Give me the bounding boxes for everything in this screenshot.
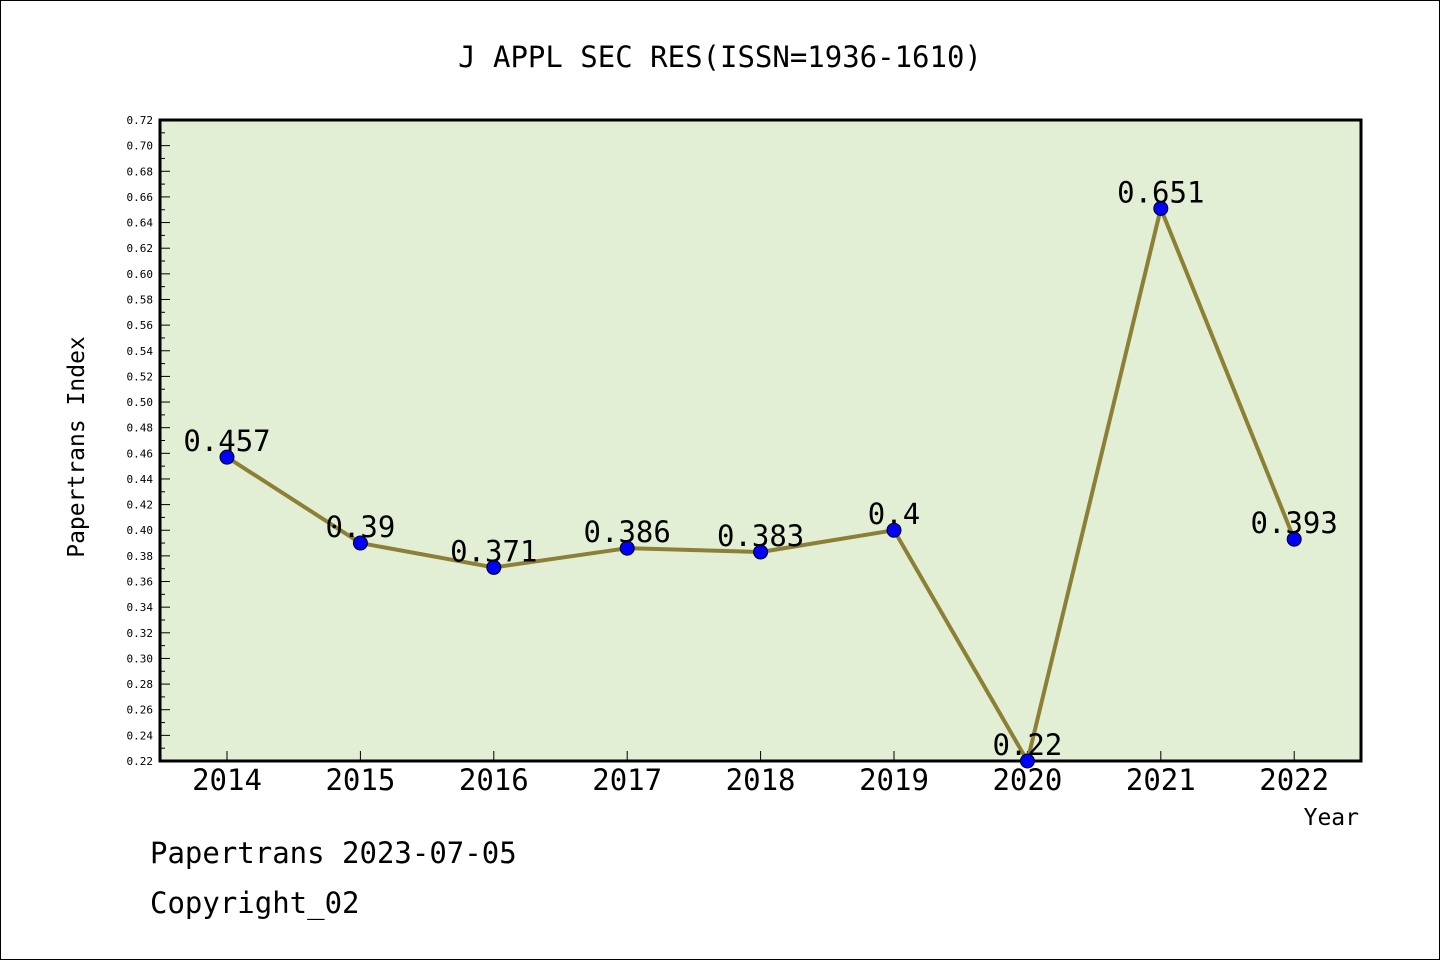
x-tick-label: 2015 bbox=[325, 763, 395, 797]
data-point bbox=[753, 544, 769, 560]
y-tick-label: 0.30 bbox=[127, 652, 154, 665]
chart-title: J APPL SEC RES(ISSN=1936-1610) bbox=[458, 40, 982, 74]
data-point bbox=[619, 540, 635, 556]
data-label: 0.457 bbox=[183, 424, 270, 458]
y-tick-label: 0.46 bbox=[127, 447, 154, 460]
y-tick-label: 0.60 bbox=[127, 268, 154, 281]
series-group: 0.457 0.39 0.371 0.386 0.383 0.4 0.22 0.651 0.39… bbox=[183, 175, 1338, 769]
data-label: 0.22 bbox=[992, 728, 1062, 762]
data-label: 0.393 bbox=[1251, 506, 1338, 540]
data-label: 0.386 bbox=[584, 515, 671, 549]
data-label: 0.39 bbox=[325, 510, 395, 544]
y-tick-label: 0.44 bbox=[127, 473, 154, 486]
data-point bbox=[352, 535, 368, 551]
y-tick-label: 0.36 bbox=[127, 576, 154, 589]
y-tick-label: 0.56 bbox=[127, 319, 154, 332]
data-label: 0.383 bbox=[717, 519, 804, 553]
y-tick-label: 0.40 bbox=[127, 524, 154, 537]
x-tick-label: 2019 bbox=[859, 763, 929, 797]
y-tick-label: 0.54 bbox=[127, 345, 154, 358]
data-point bbox=[886, 522, 902, 538]
y-tick-label: 0.50 bbox=[127, 396, 154, 409]
y-tick-label: 0.68 bbox=[127, 165, 154, 178]
x-tick-label: 2016 bbox=[459, 763, 529, 797]
data-label: 0.651 bbox=[1117, 175, 1204, 209]
y-tick-label: 0.32 bbox=[127, 627, 154, 640]
y-tick-label: 0.38 bbox=[127, 550, 154, 563]
y-tick-label: 0.70 bbox=[127, 140, 154, 153]
data-point bbox=[486, 559, 502, 575]
data-point bbox=[1153, 200, 1169, 216]
plot-area bbox=[158, 118, 1363, 763]
y-tick-label: 0.58 bbox=[127, 293, 154, 306]
x-tick-label: 2022 bbox=[1259, 763, 1329, 797]
x-axis-ticks: 2014 2015 2016 2017 2018 2019 2020 2021 2022 bbox=[192, 751, 1329, 797]
x-tick-label: 2020 bbox=[992, 763, 1062, 797]
y-axis-label: Papertrans Index bbox=[64, 336, 90, 558]
y-tick-label: 0.42 bbox=[127, 499, 154, 512]
footer-copyright: Copyright_02 bbox=[150, 886, 360, 920]
footer-date: Papertrans 2023-07-05 bbox=[150, 836, 517, 870]
y-tick-label: 0.52 bbox=[127, 370, 154, 383]
x-tick-label: 2014 bbox=[192, 763, 262, 797]
data-point bbox=[1286, 531, 1302, 547]
y-tick-label: 0.34 bbox=[127, 601, 154, 614]
data-label: 0.371 bbox=[450, 534, 537, 568]
x-tick-label: 2021 bbox=[1126, 763, 1196, 797]
x-tick-label: 2018 bbox=[726, 763, 796, 797]
y-tick-label: 0.26 bbox=[127, 704, 154, 717]
y-tick-label: 0.24 bbox=[127, 729, 154, 742]
y-tick-label: 0.28 bbox=[127, 678, 154, 691]
y-tick-label: 0.66 bbox=[127, 191, 154, 204]
data-label: 0.4 bbox=[868, 497, 920, 531]
y-tick-label: 0.62 bbox=[127, 242, 154, 255]
x-axis-label: Year bbox=[1304, 805, 1359, 831]
y-axis-ticks: 0.22 0.24 0.26 0.28 0.30 0.32 0.34 0.36 0.38 0.40… bbox=[127, 114, 170, 768]
y-tick-label: 0.64 bbox=[127, 217, 154, 230]
x-tick-label: 2017 bbox=[592, 763, 662, 797]
y-tick-label: 0.22 bbox=[127, 755, 154, 768]
y-tick-label: 0.48 bbox=[127, 422, 154, 435]
data-point bbox=[1019, 753, 1035, 769]
y-tick-label: 0.72 bbox=[127, 114, 154, 127]
data-point bbox=[219, 449, 235, 465]
